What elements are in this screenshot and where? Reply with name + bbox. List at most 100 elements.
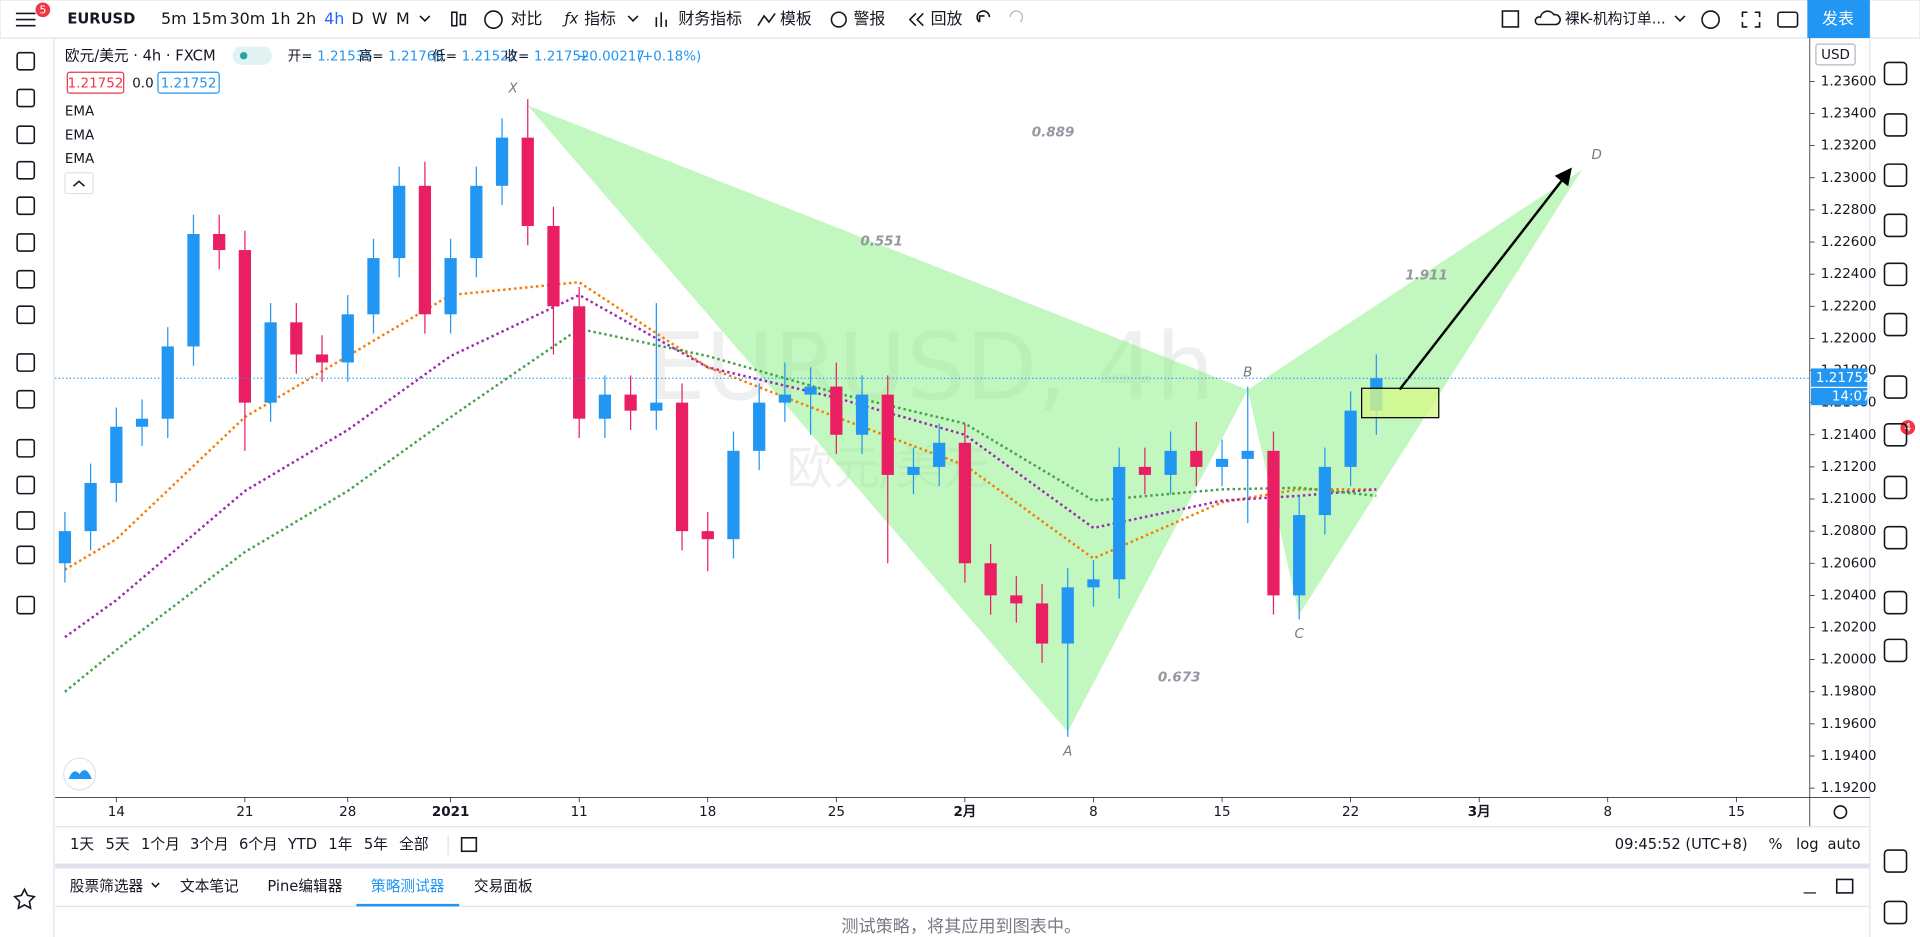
- currency[interactable]: USD: [1821, 47, 1850, 63]
- template-icon[interactable]: [757, 13, 776, 27]
- panel-tab[interactable]: 股票筛选器: [70, 878, 144, 895]
- interval-button[interactable]: 15m: [192, 9, 228, 28]
- sidebar-tool[interactable]: [1883, 590, 1908, 615]
- drawing-tool[interactable]: [16, 305, 36, 325]
- undo-icon[interactable]: [976, 10, 991, 23]
- symbol[interactable]: EURUSD: [67, 11, 135, 28]
- drawing-tool[interactable]: [16, 160, 36, 180]
- toolbar-button[interactable]: 对比: [511, 9, 543, 28]
- sidebar-tool[interactable]: [1883, 422, 1908, 447]
- panel-tab[interactable]: 交易面板: [474, 877, 533, 895]
- alert-icon[interactable]: [830, 11, 847, 28]
- dropdown[interactable]: [627, 15, 639, 22]
- interval-button[interactable]: 1h: [270, 9, 290, 28]
- range-button[interactable]: 5天: [106, 836, 130, 853]
- range-button[interactable]: YTD: [287, 836, 317, 853]
- fullscreen-icon[interactable]: [1741, 11, 1761, 28]
- currency-box[interactable]: [1815, 43, 1856, 66]
- settings-icon[interactable]: [1701, 10, 1720, 29]
- interval-button[interactable]: 30m: [229, 9, 265, 28]
- fx-icon[interactable]: ƒx: [561, 11, 578, 28]
- panel-tab[interactable]: Pine编辑器: [267, 878, 342, 895]
- drawing-tool[interactable]: [16, 233, 36, 252]
- scale-button[interactable]: auto: [1828, 836, 1861, 853]
- sidebar-tool[interactable]: [1883, 375, 1908, 399]
- range-button[interactable]: 6个月: [239, 836, 278, 853]
- drawing-tool[interactable]: [16, 438, 36, 458]
- dropdown[interactable]: [419, 15, 431, 22]
- sidebar-tool[interactable]: [1883, 163, 1908, 187]
- scale-button[interactable]: %: [1769, 836, 1783, 853]
- projection-arrow: [1398, 167, 1572, 391]
- x-tick-label: 2月: [953, 804, 976, 820]
- drawing-tool[interactable]: [16, 545, 36, 565]
- candle-body: [984, 563, 997, 596]
- interval-button[interactable]: D: [351, 9, 363, 28]
- dropdown[interactable]: [1674, 15, 1686, 22]
- interval-button[interactable]: 2h: [296, 9, 316, 28]
- redo-icon[interactable]: [1009, 10, 1024, 23]
- financials-icon[interactable]: [655, 12, 667, 27]
- toolbar-button[interactable]: 财务指标: [678, 9, 742, 28]
- sidebar-tool[interactable]: [1883, 262, 1908, 287]
- menu-icon[interactable]: [15, 12, 36, 27]
- dropdown[interactable]: [151, 882, 160, 888]
- candle-body: [495, 137, 509, 186]
- collapse-button[interactable]: [64, 172, 94, 195]
- checkbox[interactable]: [1501, 10, 1520, 28]
- drawing-tool[interactable]: [16, 353, 36, 372]
- sidebar-tool[interactable]: [1883, 213, 1908, 238]
- sidebar-tool[interactable]: [1883, 525, 1908, 550]
- sidebar-tool[interactable]: [1883, 849, 1908, 873]
- chart-style-icon[interactable]: [451, 11, 467, 27]
- interval-button[interactable]: 5m: [161, 9, 187, 28]
- replay-icon[interactable]: [908, 12, 924, 27]
- range-button[interactable]: 1天: [70, 836, 94, 853]
- maximize-icon[interactable]: [1835, 878, 1854, 894]
- sidebar-tool[interactable]: [1883, 638, 1908, 663]
- panel-tab[interactable]: 文本笔记: [180, 878, 239, 895]
- range-button[interactable]: 1年: [328, 836, 352, 853]
- drawing-tool[interactable]: [16, 475, 36, 495]
- panel-tab[interactable]: 策略测试器: [371, 878, 445, 895]
- drawing-tool[interactable]: [16, 196, 36, 216]
- sidebar-tool[interactable]: [1883, 900, 1908, 925]
- cloud-icon[interactable]: [1534, 10, 1561, 26]
- publish-button[interactable]: 发表: [1822, 9, 1854, 28]
- layout-name[interactable]: 裸K-机构订单...: [1565, 11, 1666, 28]
- drawing-tool[interactable]: [16, 51, 36, 71]
- interval-button[interactable]: W: [372, 9, 388, 28]
- favorites-icon[interactable]: [13, 887, 36, 910]
- drawing-tool[interactable]: [16, 511, 36, 530]
- drawing-tool[interactable]: [16, 389, 36, 409]
- range-button[interactable]: 1个月: [141, 836, 180, 853]
- toolbar-button[interactable]: 回放: [931, 9, 963, 28]
- range-button[interactable]: 5年: [364, 836, 388, 853]
- sidebar-tool[interactable]: [1883, 312, 1908, 337]
- drawing-tool[interactable]: [16, 595, 36, 615]
- toolbar-button[interactable]: 警报: [853, 9, 885, 28]
- axis-settings[interactable]: [1833, 805, 1848, 819]
- collapse-icon[interactable]: [72, 180, 86, 187]
- y-tick-label: 1.19800: [1821, 684, 1877, 700]
- sidebar-tool[interactable]: [1883, 113, 1908, 137]
- candle-body: [1190, 450, 1203, 467]
- drawing-tool[interactable]: [16, 125, 36, 145]
- range-button[interactable]: 全部: [399, 835, 428, 853]
- scale-button[interactable]: log: [1796, 836, 1818, 853]
- sidebar-tool[interactable]: [1883, 475, 1908, 500]
- compare-icon[interactable]: [484, 10, 503, 29]
- interval-button[interactable]: 4h: [324, 9, 344, 28]
- date-range-icon[interactable]: [460, 836, 478, 853]
- drawing-tool[interactable]: [16, 88, 36, 108]
- range-button[interactable]: 3个月: [190, 836, 229, 853]
- publish-button-bg[interactable]: [1807, 0, 1870, 38]
- drawing-tool[interactable]: [16, 269, 36, 289]
- toolbar-button[interactable]: 指标: [584, 9, 616, 28]
- toolbar-button[interactable]: 模板: [780, 9, 812, 28]
- snapshot-icon[interactable]: [1777, 11, 1799, 28]
- y-tick-label: 1.19600: [1821, 716, 1877, 732]
- interval-button[interactable]: M: [396, 9, 410, 28]
- sidebar-tool[interactable]: [1883, 61, 1908, 86]
